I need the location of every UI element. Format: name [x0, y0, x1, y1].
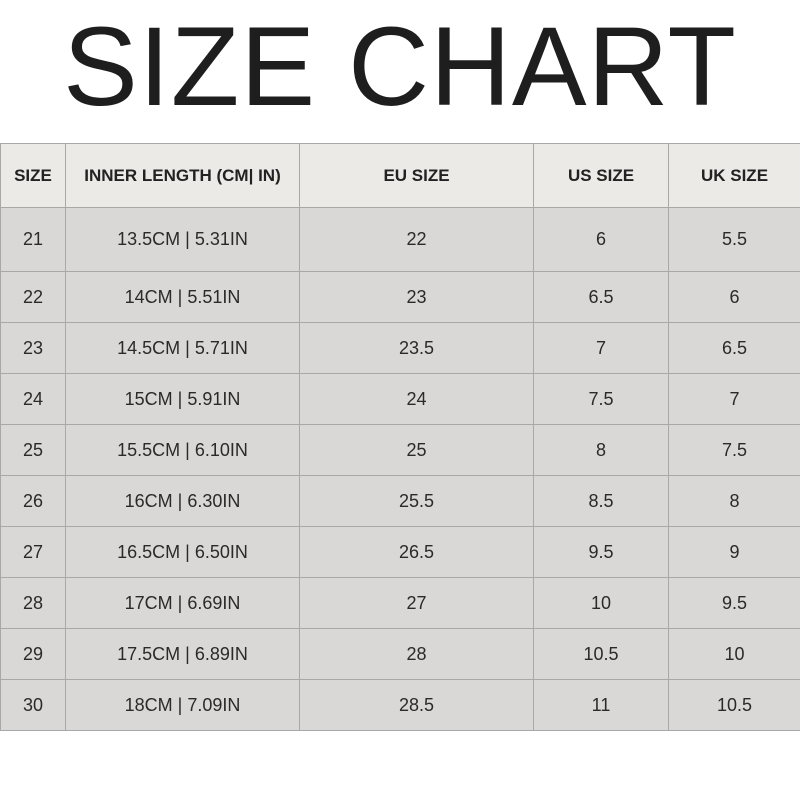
cell-size: 29: [0, 628, 66, 680]
cell-us-size: 8: [533, 424, 669, 476]
cell-uk-size: 7.5: [668, 424, 800, 476]
cell-eu-size: 23.5: [299, 322, 534, 374]
size-chart-table: SIZE INNER LENGTH (CM| IN) EU SIZE US SIZE U…: [0, 143, 800, 731]
cell-size: 30: [0, 679, 66, 731]
cell-eu-size: 22: [299, 207, 534, 272]
cell-size: 25: [0, 424, 66, 476]
table-row: 29 17.5CM | 6.89IN 28 10.5 10: [0, 628, 800, 680]
cell-eu-size: 25.5: [299, 475, 534, 527]
table-row: 26 16CM | 6.30IN 25.5 8.5 8: [0, 475, 800, 527]
cell-us-size: 6.5: [533, 271, 669, 323]
table-header-row: SIZE INNER LENGTH (CM| IN) EU SIZE US SIZE U…: [0, 143, 800, 208]
cell-us-size: 6: [533, 207, 669, 272]
cell-uk-size: 10: [668, 628, 800, 680]
cell-uk-size: 10.5: [668, 679, 800, 731]
table-row: 30 18CM | 7.09IN 28.5 11 10.5: [0, 679, 800, 731]
cell-us-size: 11: [533, 679, 669, 731]
cell-inner-length: 16CM | 6.30IN: [65, 475, 300, 527]
cell-us-size: 10: [533, 577, 669, 629]
cell-eu-size: 28: [299, 628, 534, 680]
cell-uk-size: 8: [668, 475, 800, 527]
table-row: 22 14CM | 5.51IN 23 6.5 6: [0, 271, 800, 323]
table-row: 27 16.5CM | 6.50IN 26.5 9.5 9: [0, 526, 800, 578]
cell-eu-size: 26.5: [299, 526, 534, 578]
column-header-inner-length: INNER LENGTH (CM| IN): [65, 143, 300, 208]
cell-inner-length: 14CM | 5.51IN: [65, 271, 300, 323]
cell-inner-length: 17CM | 6.69IN: [65, 577, 300, 629]
cell-size: 22: [0, 271, 66, 323]
table-row: 28 17CM | 6.69IN 27 10 9.5: [0, 577, 800, 629]
column-header-us-size: US SIZE: [533, 143, 669, 208]
cell-inner-length: 15CM | 5.91IN: [65, 373, 300, 425]
cell-inner-length: 15.5CM | 6.10IN: [65, 424, 300, 476]
cell-size: 26: [0, 475, 66, 527]
cell-us-size: 10.5: [533, 628, 669, 680]
table-row: 25 15.5CM | 6.10IN 25 8 7.5: [0, 424, 800, 476]
cell-inner-length: 17.5CM | 6.89IN: [65, 628, 300, 680]
cell-us-size: 7.5: [533, 373, 669, 425]
cell-inner-length: 18CM | 7.09IN: [65, 679, 300, 731]
cell-eu-size: 27: [299, 577, 534, 629]
column-header-eu-size: EU SIZE: [299, 143, 534, 208]
column-header-size: SIZE: [0, 143, 66, 208]
column-header-uk-size: UK SIZE: [668, 143, 800, 208]
table-row: 21 13.5CM | 5.31IN 22 6 5.5: [0, 207, 800, 272]
cell-eu-size: 28.5: [299, 679, 534, 731]
cell-inner-length: 14.5CM | 5.71IN: [65, 322, 300, 374]
cell-size: 27: [0, 526, 66, 578]
table-row: 24 15CM | 5.91IN 24 7.5 7: [0, 373, 800, 425]
cell-eu-size: 24: [299, 373, 534, 425]
cell-eu-size: 25: [299, 424, 534, 476]
cell-uk-size: 9: [668, 526, 800, 578]
cell-inner-length: 16.5CM | 6.50IN: [65, 526, 300, 578]
cell-size: 28: [0, 577, 66, 629]
cell-inner-length: 13.5CM | 5.31IN: [65, 207, 300, 272]
table-row: 23 14.5CM | 5.71IN 23.5 7 6.5: [0, 322, 800, 374]
cell-size: 24: [0, 373, 66, 425]
cell-size: 21: [0, 207, 66, 272]
cell-size: 23: [0, 322, 66, 374]
cell-eu-size: 23: [299, 271, 534, 323]
cell-uk-size: 5.5: [668, 207, 800, 272]
cell-us-size: 8.5: [533, 475, 669, 527]
cell-us-size: 9.5: [533, 526, 669, 578]
cell-uk-size: 6.5: [668, 322, 800, 374]
cell-uk-size: 7: [668, 373, 800, 425]
cell-uk-size: 6: [668, 271, 800, 323]
page-title: SIZE CHART: [63, 4, 737, 129]
cell-us-size: 7: [533, 322, 669, 374]
cell-uk-size: 9.5: [668, 577, 800, 629]
